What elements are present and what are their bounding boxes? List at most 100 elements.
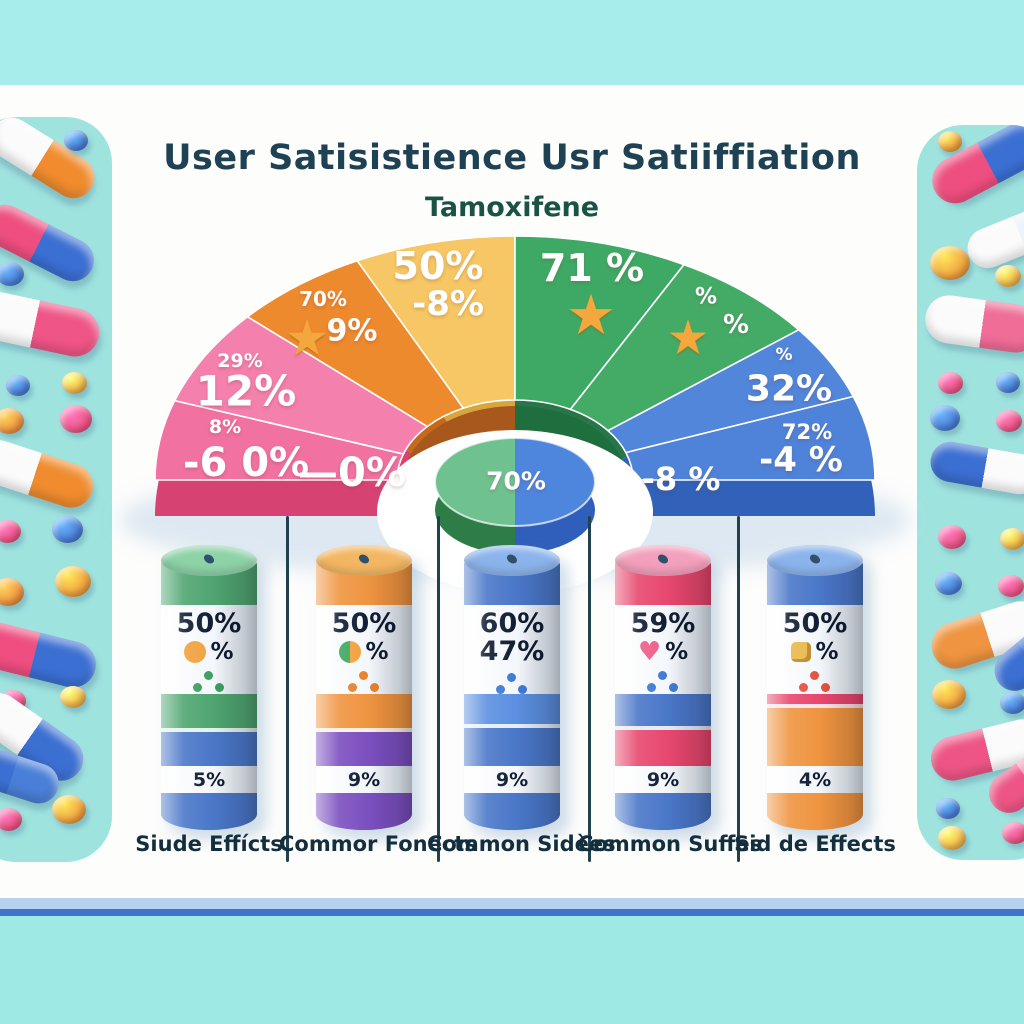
pill-bottle-bar: 60% 47% 9% bbox=[464, 545, 560, 830]
gauge-segment-value: 29% bbox=[217, 350, 263, 372]
bottle-cap bbox=[161, 545, 257, 576]
round-pill bbox=[930, 246, 970, 281]
gauge-segment-value: -8% bbox=[412, 284, 484, 324]
gauge-segment-value: 32% bbox=[745, 368, 833, 410]
gauge-segment-value: % bbox=[694, 284, 718, 310]
bottle-cap bbox=[615, 545, 711, 576]
bottle-main-percent: 59% bbox=[630, 608, 696, 639]
orange-dot-icon bbox=[184, 641, 207, 664]
right-pill-panel bbox=[917, 125, 1024, 860]
gauge-segment-value: 12% bbox=[195, 366, 297, 416]
gauge-segment-value: 50% bbox=[392, 244, 484, 288]
bottle-main-percent: 50% bbox=[331, 608, 397, 639]
round-pill bbox=[1002, 822, 1024, 845]
capsule-pill bbox=[0, 287, 104, 361]
top-teal-band bbox=[0, 0, 1024, 85]
bottle-icon-percent: % bbox=[815, 639, 839, 666]
bottle-second-percent: 47% bbox=[479, 636, 545, 668]
round-pill bbox=[64, 130, 88, 151]
bottle-icon-percent: % bbox=[665, 639, 689, 666]
round-pill bbox=[995, 265, 1021, 288]
round-pill bbox=[930, 405, 960, 431]
bottle-small-percent: 9% bbox=[495, 768, 529, 791]
capsule-pill bbox=[927, 438, 1024, 498]
capsule-pill bbox=[0, 434, 99, 514]
round-pill bbox=[52, 795, 86, 825]
gauge-segment-value: 9% bbox=[326, 313, 378, 349]
round-pill bbox=[6, 375, 30, 396]
three-dots-icon bbox=[647, 671, 679, 693]
bottle-cap bbox=[767, 545, 863, 576]
three-dots-icon bbox=[193, 671, 225, 693]
round-pill bbox=[1000, 528, 1024, 550]
left-pill-panel bbox=[0, 117, 112, 862]
round-pill bbox=[55, 566, 91, 597]
pill-bottle-bar: 50%% 4% bbox=[767, 545, 863, 830]
vertical-divider-line bbox=[437, 516, 440, 862]
bottle-small-percent: 9% bbox=[646, 768, 680, 791]
bottle-small-percent: 4% bbox=[798, 768, 832, 791]
gauge-segment-value: % bbox=[722, 310, 750, 340]
bottle-icon-percent: % bbox=[210, 639, 234, 666]
gold-badge-icon bbox=[791, 642, 812, 663]
capsule-pill bbox=[922, 292, 1024, 356]
round-pill bbox=[60, 686, 86, 709]
gauge-segment-value: % bbox=[775, 345, 793, 365]
category-label: Commor Fonects bbox=[279, 832, 477, 856]
round-pill bbox=[62, 372, 87, 394]
category-label: Siude Effícts bbox=[135, 832, 283, 856]
gauge-segment-value: —0% bbox=[298, 450, 406, 496]
gauge-center-value: 70% bbox=[486, 466, 546, 496]
round-pill bbox=[998, 575, 1024, 598]
gauge-segment-value: 71 % bbox=[539, 246, 645, 290]
bottom-lightblue-strip bbox=[0, 898, 1024, 909]
page-title: User Satisistience Usr Satiiffiation bbox=[163, 138, 861, 178]
round-pill bbox=[938, 525, 966, 550]
gauge-segment-value: -6 0% bbox=[182, 440, 310, 486]
bottle-cap bbox=[464, 545, 560, 576]
bottle-icon-percent: % bbox=[365, 639, 389, 666]
bottle-main-percent: 60% bbox=[479, 608, 545, 639]
star-icon: ★ bbox=[284, 309, 330, 367]
pill-bottle-bar: 59% ♥% 9% bbox=[615, 545, 711, 830]
capsule-pill bbox=[0, 617, 101, 693]
round-pill bbox=[996, 410, 1022, 433]
cap-mark-icon bbox=[808, 552, 822, 566]
bottle-main-percent: 50% bbox=[176, 608, 242, 639]
three-dots-icon bbox=[348, 671, 380, 693]
pill-bottle-bar: 50%% 5% bbox=[161, 545, 257, 830]
round-pill bbox=[0, 520, 21, 544]
vertical-divider-line bbox=[588, 516, 591, 862]
bottle-small-percent: 5% bbox=[192, 768, 226, 791]
category-label: Common Sidèes bbox=[427, 832, 616, 856]
round-pill bbox=[0, 578, 24, 606]
round-pill bbox=[935, 572, 962, 596]
bottle-main-percent: 50% bbox=[782, 608, 848, 639]
category-label: Sid de Effects bbox=[734, 832, 896, 856]
bottle-small-percent: 9% bbox=[347, 768, 381, 791]
gauge-segment-value: 8% bbox=[208, 416, 242, 438]
vertical-divider-line bbox=[286, 516, 289, 862]
round-pill bbox=[932, 680, 966, 710]
round-pill bbox=[938, 826, 966, 851]
bottle-cap bbox=[316, 545, 412, 576]
round-pill bbox=[0, 808, 22, 832]
bottom-teal-band bbox=[0, 916, 1024, 1024]
round-pill bbox=[52, 516, 83, 543]
round-pill bbox=[938, 372, 963, 394]
vertical-divider-line bbox=[737, 516, 740, 862]
round-pill bbox=[0, 262, 24, 287]
round-pill bbox=[938, 131, 962, 152]
gauge-segment-value: 70% bbox=[299, 287, 347, 311]
round-pill bbox=[1000, 692, 1024, 715]
round-pill bbox=[0, 408, 24, 434]
gauge-segment-value: -4 % bbox=[759, 440, 843, 480]
round-pill bbox=[60, 405, 92, 433]
cap-mark-icon bbox=[357, 552, 371, 566]
heart-icon: ♥ bbox=[637, 637, 662, 668]
three-dots-icon bbox=[496, 672, 528, 694]
star-icon: ★ bbox=[666, 310, 710, 366]
round-pill bbox=[936, 798, 960, 819]
bottom-blue-line bbox=[0, 909, 1024, 916]
